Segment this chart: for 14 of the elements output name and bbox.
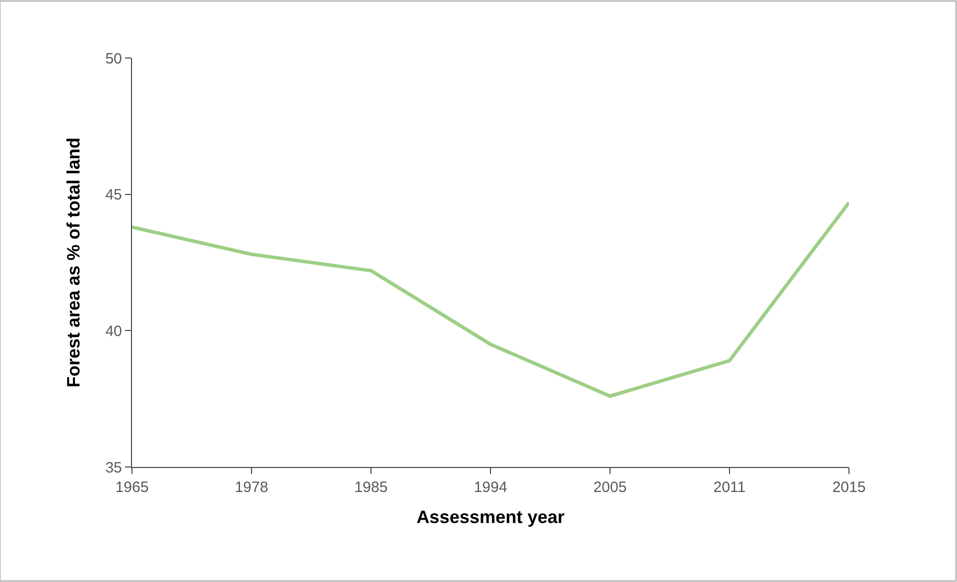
x-tick-label: 1994 — [474, 479, 508, 496]
y-tick-label: 35 — [105, 459, 122, 476]
x-tick-label: 2015 — [832, 479, 866, 496]
x-tick-label: 1985 — [354, 479, 388, 496]
x-tick-label: 1965 — [115, 479, 149, 496]
x-tick-label: 2005 — [593, 479, 627, 496]
x-tick-label: 1978 — [234, 479, 268, 496]
x-axis-title: Assessment year — [416, 507, 565, 528]
x-tick-label: 2011 — [713, 479, 746, 496]
line-series — [132, 200, 849, 398]
y-tick-label: 50 — [105, 50, 122, 68]
y-tick-label: 45 — [105, 186, 122, 204]
y-tick-label: 40 — [105, 322, 122, 340]
y-axis-title: Forest area as % of total land — [64, 137, 84, 388]
